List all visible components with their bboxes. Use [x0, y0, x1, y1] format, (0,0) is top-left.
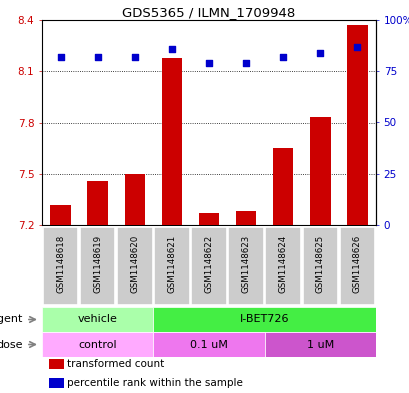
Bar — [302, 227, 337, 305]
Bar — [265, 227, 300, 305]
Text: percentile rank within the sample: percentile rank within the sample — [67, 378, 242, 388]
Bar — [43, 227, 78, 305]
Text: 1 uM: 1 uM — [306, 340, 333, 349]
Title: GDS5365 / ILMN_1709948: GDS5365 / ILMN_1709948 — [122, 6, 295, 19]
Bar — [309, 118, 330, 225]
Bar — [50, 204, 71, 225]
Point — [279, 54, 286, 60]
Text: vehicle: vehicle — [78, 314, 117, 325]
Point — [242, 60, 249, 66]
Text: 0.1 uM: 0.1 uM — [190, 340, 227, 349]
Text: GSM1148618: GSM1148618 — [56, 235, 65, 294]
Bar — [191, 227, 226, 305]
Text: GSM1148622: GSM1148622 — [204, 235, 213, 294]
Text: transformed count: transformed count — [67, 359, 164, 369]
Point — [353, 44, 360, 50]
Point — [316, 50, 323, 56]
Bar — [235, 211, 256, 225]
Bar — [42, 307, 153, 332]
Point — [205, 60, 212, 66]
Bar — [49, 359, 63, 369]
Bar — [228, 227, 263, 305]
Point — [94, 54, 101, 60]
Point — [57, 54, 64, 60]
Text: GSM1148620: GSM1148620 — [130, 235, 139, 294]
Bar — [49, 378, 63, 388]
Bar — [198, 213, 219, 225]
Text: GSM1148621: GSM1148621 — [167, 235, 176, 294]
Bar — [339, 227, 374, 305]
Text: dose: dose — [0, 340, 23, 349]
Bar — [161, 58, 182, 225]
Bar — [42, 332, 153, 357]
Bar — [264, 332, 375, 357]
Bar — [154, 227, 189, 305]
Bar — [153, 332, 264, 357]
Text: GSM1148626: GSM1148626 — [352, 235, 361, 294]
Text: agent: agent — [0, 314, 23, 325]
Point — [168, 46, 175, 52]
Text: GSM1148624: GSM1148624 — [278, 235, 287, 294]
Point — [131, 54, 138, 60]
Text: GSM1148623: GSM1148623 — [241, 235, 250, 294]
Text: I-BET726: I-BET726 — [239, 314, 289, 325]
Text: GSM1148619: GSM1148619 — [93, 235, 102, 294]
Bar — [153, 307, 375, 332]
Text: GSM1148625: GSM1148625 — [315, 235, 324, 294]
Bar — [117, 227, 152, 305]
Bar — [272, 148, 293, 225]
Bar — [80, 227, 115, 305]
Text: control: control — [78, 340, 117, 349]
Bar — [87, 180, 108, 225]
Bar — [124, 174, 145, 225]
Bar — [346, 25, 367, 225]
